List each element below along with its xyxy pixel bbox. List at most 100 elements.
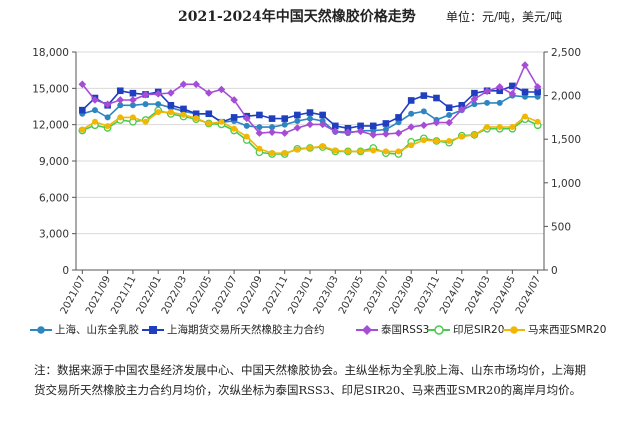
data-point-smr20	[155, 109, 162, 116]
footnote: 注：数据来源于中国农垦经济发展中心、中国天然橡胶协会。主纵坐标为全乳胶上海、山东…	[34, 363, 586, 397]
data-point-rss3	[141, 90, 150, 99]
legend-label: 印尼SIR20	[453, 324, 505, 336]
data-point-shfe	[433, 94, 440, 102]
data-point-smr20	[180, 111, 187, 118]
data-point-shfe	[180, 105, 187, 113]
data-point-shfe	[167, 101, 175, 109]
data-point-smr20	[294, 146, 301, 153]
data-point-rss3	[306, 120, 314, 129]
data-point-shfe	[357, 122, 364, 130]
data-point-shandong	[408, 110, 415, 117]
left-tick-label: 3,000	[39, 229, 69, 241]
data-point-rss3	[280, 129, 289, 137]
right-tick-label: 2,000	[551, 91, 581, 103]
data-point-rss3	[457, 105, 466, 114]
data-point-rss3	[293, 124, 302, 132]
data-point-shfe	[382, 120, 390, 127]
chart-title: 2021-2024年中国天然橡胶价格走势	[178, 9, 416, 25]
legend: 上海、山东全乳胶 上海期货交易所天然橡胶主力合约 泰国RSS3 印尼SIR20 …	[30, 322, 606, 342]
data-point-smr20	[104, 123, 111, 130]
data-point-shfe	[344, 125, 352, 132]
legend-label: 上海、山东全乳胶	[55, 324, 139, 336]
data-point-rss3	[470, 95, 479, 103]
data-point-smr20	[534, 118, 541, 125]
data-point-shfe	[331, 122, 339, 130]
legend-marker-smr20	[503, 325, 525, 334]
data-point-rss3	[432, 118, 441, 127]
data-point-shfe	[256, 111, 263, 119]
data-point-smr20	[269, 150, 276, 157]
data-point-rss3	[344, 128, 352, 137]
data-point-rss3	[268, 128, 276, 137]
data-point-smr20	[243, 133, 250, 140]
data-point-shandong	[91, 107, 98, 114]
data-point-shfe	[395, 114, 402, 121]
legend-marker-shandong	[30, 325, 52, 334]
data-point-shfe	[268, 115, 276, 122]
data-point-shandong	[243, 122, 250, 129]
data-point-rss3	[230, 96, 238, 104]
data-point-shandong	[370, 127, 377, 134]
data-point-rss3	[382, 130, 390, 138]
data-point-smr20	[395, 148, 402, 155]
data-point-shandong	[129, 102, 136, 109]
legend-item-sir20: 印尼SIR20	[428, 322, 504, 337]
data-point-shandong	[155, 101, 162, 108]
legend-item-rss3: 泰国RSS3	[356, 322, 429, 337]
left-tick-label: 12,000	[32, 120, 69, 132]
data-point-shfe	[129, 89, 137, 97]
right-tick-label: 1,000	[551, 178, 581, 190]
data-point-shfe	[445, 104, 453, 112]
legend-marker-rss3	[356, 324, 378, 335]
data-point-smr20	[218, 118, 225, 125]
left-tick-label: 9,000	[39, 156, 69, 168]
data-point-shfe	[306, 109, 314, 116]
data-point-shfe	[458, 101, 466, 109]
data-point-rss3	[521, 61, 529, 69]
right-tick-label: 1,500	[551, 134, 581, 146]
data-point-smr20	[205, 120, 212, 127]
data-point-shandong	[307, 115, 313, 122]
data-point-rss3	[369, 131, 378, 139]
data-point-rss3	[192, 80, 200, 89]
data-point-smr20	[129, 114, 136, 121]
data-point-smr20	[509, 123, 516, 130]
data-point-rss3	[179, 80, 188, 89]
data-point-smr20	[344, 148, 351, 155]
right-tick-label: 2,500	[551, 47, 581, 59]
data-point-shfe	[496, 87, 504, 95]
data-point-shandong	[281, 121, 288, 128]
data-point-shfe	[205, 110, 213, 118]
data-point-smr20	[79, 126, 86, 133]
data-point-smr20	[193, 115, 200, 122]
data-point-rss3	[356, 127, 365, 136]
data-point-shfe	[369, 122, 377, 130]
data-point-smr20	[471, 131, 478, 138]
legend-label: 上海期货交易所天然橡胶主力合约	[167, 324, 325, 336]
legend-label: 泰国RSS3	[381, 324, 430, 336]
data-point-shfe	[534, 88, 541, 96]
data-point-smr20	[484, 123, 491, 130]
data-point-smr20	[382, 148, 389, 155]
data-point-rss3	[495, 83, 504, 91]
data-point-rss3	[91, 96, 99, 104]
data-point-rss3	[217, 85, 226, 94]
x-tick-label: 2024/07	[514, 274, 543, 316]
data-point-shandong	[382, 126, 389, 133]
data-point-shandong	[534, 93, 541, 100]
data-point-smr20	[522, 113, 529, 120]
data-point-smr20	[370, 147, 377, 154]
data-point-rss3	[445, 118, 453, 127]
data-point-smr20	[408, 142, 415, 149]
data-point-shandong	[294, 118, 301, 125]
data-point-rss3	[394, 129, 403, 137]
data-point-shandong	[104, 114, 111, 121]
left-tick-label: 0	[62, 265, 69, 277]
data-point-smr20	[433, 137, 440, 144]
data-point-smr20	[332, 147, 339, 154]
line-chart: 0 3,000 6,000 9,000 12,000 15,000 18,000 0 500 1,…	[32, 47, 581, 316]
data-point-shandong	[269, 124, 276, 131]
data-point-smr20	[91, 118, 98, 125]
data-point-shfe	[230, 114, 238, 121]
data-point-smr20	[142, 118, 149, 125]
